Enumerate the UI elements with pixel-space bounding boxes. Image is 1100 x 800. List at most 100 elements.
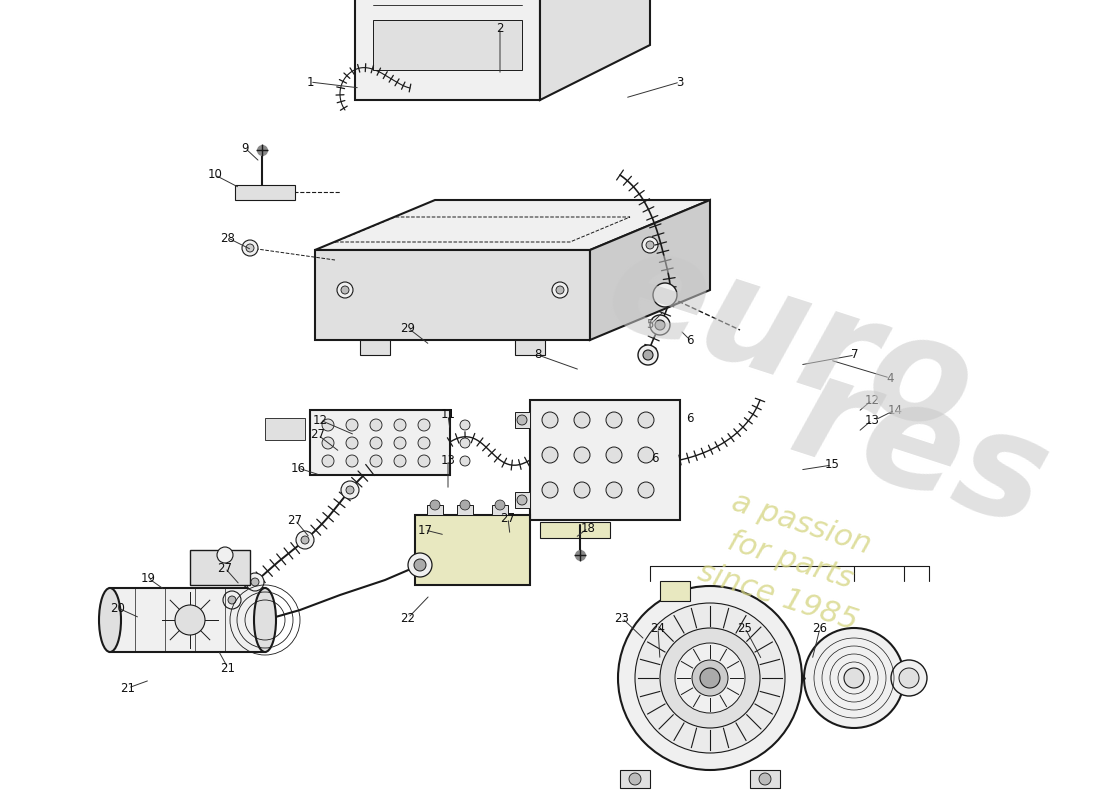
Polygon shape [373,20,522,70]
Text: 15: 15 [825,458,839,471]
Circle shape [460,500,470,510]
Circle shape [660,628,760,728]
Circle shape [430,500,440,510]
Text: 6: 6 [686,334,694,346]
Circle shape [606,482,621,498]
Polygon shape [360,340,390,355]
Circle shape [408,553,432,577]
Circle shape [542,482,558,498]
Polygon shape [265,418,305,440]
Circle shape [638,447,654,463]
Circle shape [618,586,802,770]
Circle shape [346,437,358,449]
Circle shape [217,547,233,563]
Text: 3: 3 [676,75,684,89]
Polygon shape [540,0,650,100]
Circle shape [341,481,359,499]
Circle shape [629,773,641,785]
Text: 21: 21 [220,662,235,674]
Circle shape [759,773,771,785]
Circle shape [552,282,568,298]
Text: 26: 26 [813,622,827,634]
Circle shape [394,455,406,467]
Text: 19: 19 [141,571,155,585]
Polygon shape [590,200,710,340]
Text: a passion
for parts
since 1985: a passion for parts since 1985 [694,484,886,636]
Polygon shape [515,412,530,428]
Circle shape [228,596,236,604]
Circle shape [574,482,590,498]
Circle shape [635,603,785,753]
Circle shape [322,437,334,449]
Text: res: res [776,343,1065,557]
Polygon shape [540,522,611,538]
Polygon shape [750,770,780,788]
Circle shape [346,419,358,431]
Polygon shape [110,588,265,652]
Polygon shape [315,250,590,340]
Polygon shape [515,492,530,508]
Circle shape [675,643,745,713]
Text: 1: 1 [306,75,313,89]
Text: 17: 17 [418,523,432,537]
Text: 13: 13 [441,454,455,466]
Ellipse shape [254,588,276,652]
Text: 5: 5 [647,318,653,331]
Text: 28: 28 [221,231,235,245]
Circle shape [394,437,406,449]
Circle shape [891,660,927,696]
Circle shape [804,628,904,728]
Circle shape [414,559,426,571]
Text: 7: 7 [851,349,859,362]
Polygon shape [456,505,473,515]
Text: 27: 27 [500,511,516,525]
Circle shape [542,447,558,463]
Text: 22: 22 [400,611,416,625]
Circle shape [175,605,205,635]
Polygon shape [492,505,508,515]
Circle shape [517,415,527,425]
Text: 16: 16 [290,462,306,474]
Text: 21: 21 [121,682,135,694]
Text: 27: 27 [218,562,232,574]
Text: 12: 12 [312,414,328,426]
Circle shape [370,419,382,431]
Circle shape [650,315,670,335]
Polygon shape [427,505,443,515]
Text: 11: 11 [440,409,455,422]
Text: 10: 10 [208,169,222,182]
Polygon shape [235,185,295,200]
Circle shape [517,495,527,505]
Circle shape [460,420,470,430]
Text: 27: 27 [310,429,326,442]
Text: 9: 9 [241,142,249,154]
Text: 24: 24 [650,622,666,634]
Circle shape [644,350,653,360]
Circle shape [460,456,470,466]
Circle shape [606,412,621,428]
Text: 25: 25 [738,622,752,634]
Circle shape [251,578,258,586]
Text: 2: 2 [496,22,504,34]
Circle shape [556,286,564,294]
Circle shape [322,419,334,431]
Text: 29: 29 [400,322,416,334]
Circle shape [246,244,254,252]
Circle shape [394,419,406,431]
Circle shape [418,437,430,449]
Circle shape [301,536,309,544]
Polygon shape [660,581,690,601]
Circle shape [653,283,676,307]
Circle shape [638,482,654,498]
Polygon shape [315,200,710,250]
Circle shape [844,668,864,688]
Circle shape [654,320,666,330]
Text: 12: 12 [865,394,880,406]
Circle shape [418,419,430,431]
Polygon shape [620,770,650,788]
Circle shape [638,345,658,365]
Circle shape [642,237,658,253]
Text: 18: 18 [581,522,595,534]
Circle shape [638,412,654,428]
Text: 6: 6 [686,411,694,425]
